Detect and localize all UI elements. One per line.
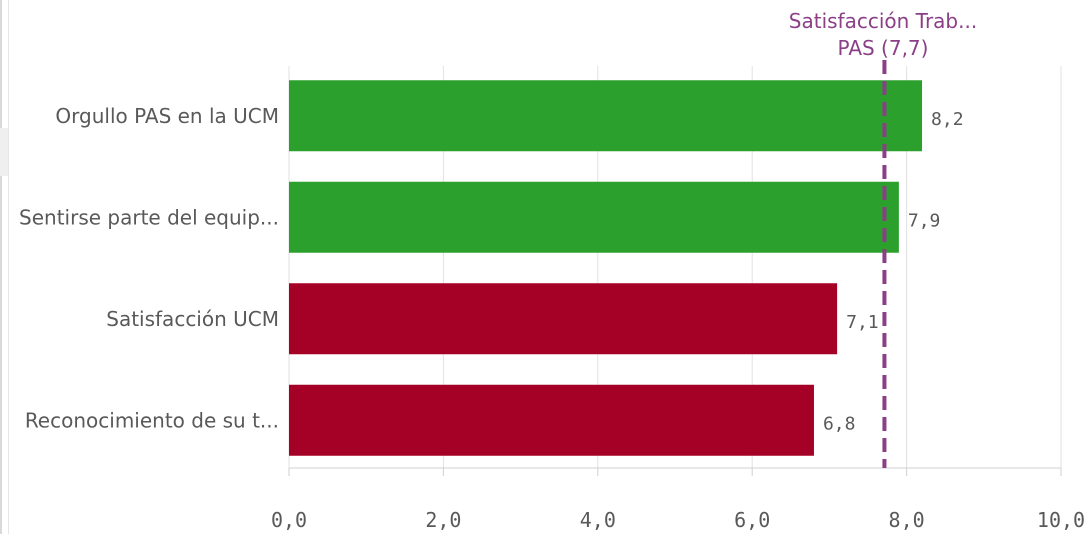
bar-value-label: 7,1 <box>846 312 879 333</box>
x-tick-label: 2,0 <box>425 508 461 532</box>
reference-line-value-label: PAS (7,7) <box>838 36 929 60</box>
x-tick-label: 0,0 <box>271 508 307 532</box>
category-label: Orgullo PAS en la UCM <box>55 104 279 128</box>
bar-value-label: 6,8 <box>823 413 856 434</box>
reference-line-label: Satisfacción Trab... <box>789 9 977 33</box>
bar <box>289 80 923 152</box>
left-panel-edge <box>0 0 10 534</box>
bar-value-label: 8,2 <box>931 109 964 130</box>
bar <box>289 283 838 355</box>
category-label: Sentirse parte del equip... <box>19 205 279 229</box>
category-label: Reconocimiento de su t... <box>25 408 279 432</box>
x-tick-label: 6,0 <box>734 508 770 532</box>
bar-value-label: 7,9 <box>908 210 941 231</box>
x-tick-label: 8,0 <box>889 508 925 532</box>
x-tick-label: 4,0 <box>580 508 616 532</box>
bar <box>289 181 899 253</box>
category-label: Satisfacción UCM <box>106 307 279 331</box>
bar <box>289 384 814 456</box>
x-tick-label: 10,0 <box>1037 508 1085 532</box>
